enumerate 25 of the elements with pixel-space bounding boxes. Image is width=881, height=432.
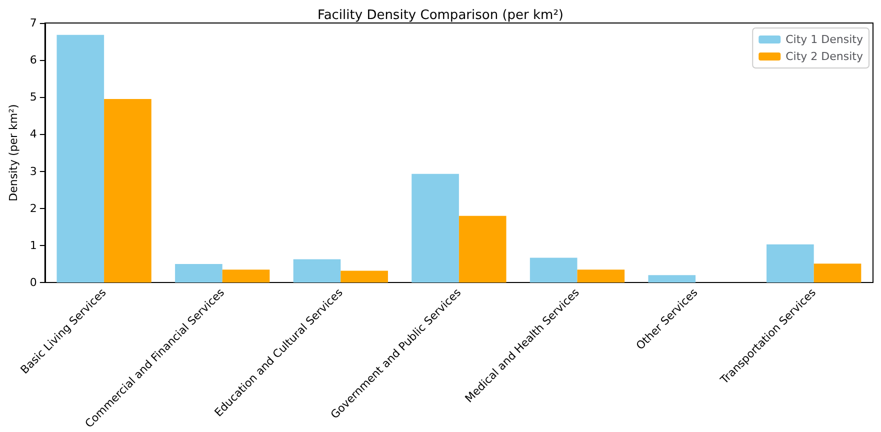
bar xyxy=(340,270,388,283)
y-tick-label: 7 xyxy=(30,16,37,30)
bar xyxy=(56,34,104,283)
y-tick-label: 2 xyxy=(30,202,37,215)
y-tick-label: 3 xyxy=(30,164,37,178)
y-tick-label: 4 xyxy=(30,128,37,141)
bar xyxy=(814,264,862,283)
legend-label: City 2 Density xyxy=(786,50,864,63)
chart-title: Facility Density Comparison (per km²) xyxy=(318,8,564,23)
bar xyxy=(530,258,578,283)
bar xyxy=(577,270,625,283)
bar xyxy=(175,264,222,283)
y-tick-label: 1 xyxy=(30,238,37,252)
bar xyxy=(648,275,696,283)
y-axis-title: Density (per km²) xyxy=(7,104,20,202)
bar xyxy=(458,216,506,283)
bar xyxy=(104,99,152,283)
y-tick-label: 0 xyxy=(30,276,37,290)
bar xyxy=(222,270,270,283)
bar xyxy=(412,174,459,283)
y-tick-label: 5 xyxy=(30,90,37,104)
legend-label: City 1 Density xyxy=(786,33,864,46)
y-tick-label: 6 xyxy=(30,54,37,67)
bar xyxy=(293,259,341,283)
bar xyxy=(766,244,814,283)
